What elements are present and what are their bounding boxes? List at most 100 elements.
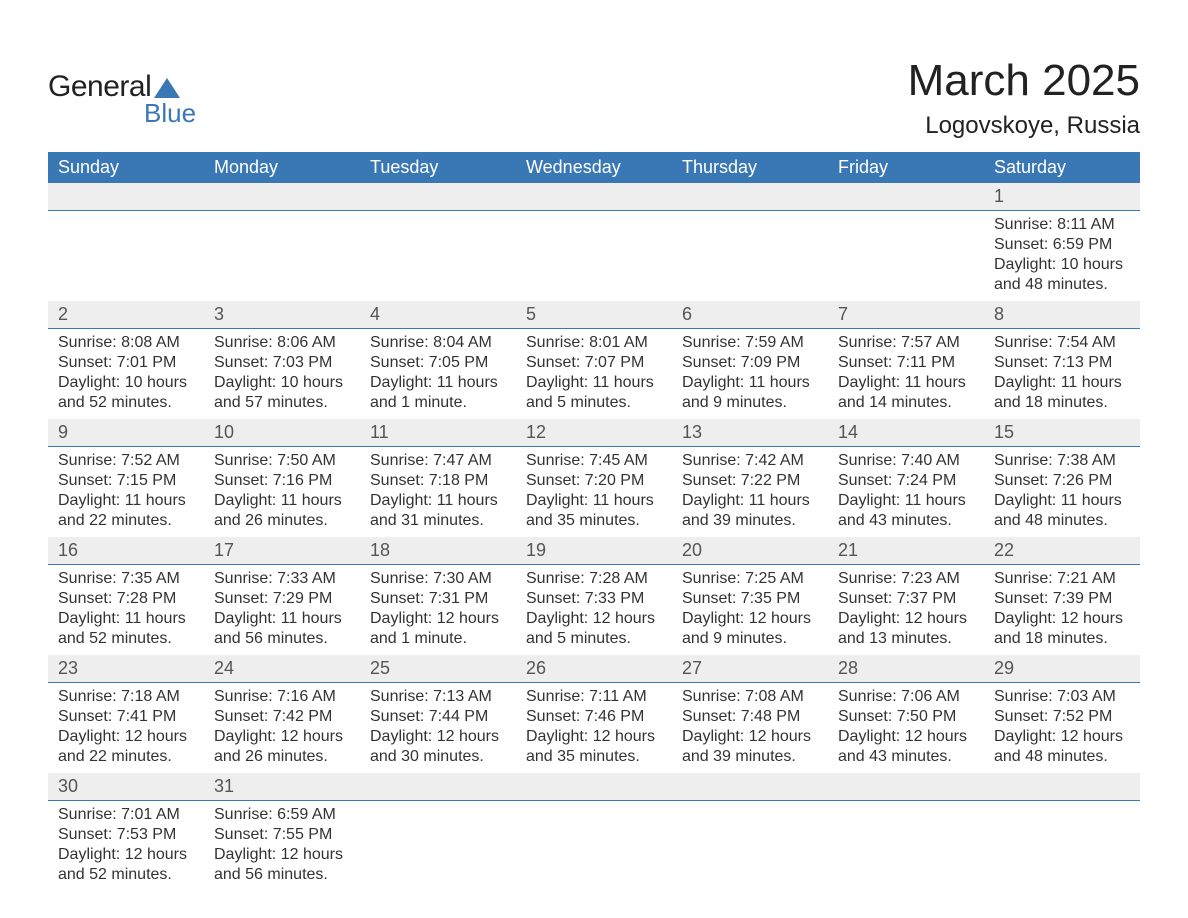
sunrise-text: Sunrise: 8:06 AM (214, 333, 350, 353)
daylight-text: Daylight: 11 hours and 56 minutes. (214, 609, 350, 649)
day-number-cell: 28 (828, 655, 984, 683)
day-number-row: 16171819202122 (48, 537, 1140, 565)
day-data-cell: Sunrise: 7:03 AMSunset: 7:52 PMDaylight:… (984, 683, 1140, 774)
daylight-text: Daylight: 10 hours and 57 minutes. (214, 373, 350, 413)
sunset-text: Sunset: 7:46 PM (526, 707, 662, 727)
weekday-header: Thursday (672, 152, 828, 183)
sunset-text: Sunset: 7:28 PM (58, 589, 194, 609)
weekday-header: Friday (828, 152, 984, 183)
location: Logovskoye, Russia (908, 112, 1140, 140)
daylight-text: Daylight: 12 hours and 48 minutes. (994, 727, 1130, 767)
day-data-cell: Sunrise: 8:11 AMSunset: 6:59 PMDaylight:… (984, 211, 1140, 302)
sunset-text: Sunset: 7:31 PM (370, 589, 506, 609)
day-data-cell: Sunrise: 7:08 AMSunset: 7:48 PMDaylight:… (672, 683, 828, 774)
logo: General Blue (48, 50, 196, 129)
sunrise-text: Sunrise: 7:21 AM (994, 569, 1130, 589)
day-data-row: Sunrise: 7:18 AMSunset: 7:41 PMDaylight:… (48, 683, 1140, 774)
daylight-text: Daylight: 12 hours and 52 minutes. (58, 845, 194, 885)
day-number-cell: 22 (984, 537, 1140, 565)
day-data-cell (204, 211, 360, 302)
daylight-text: Daylight: 11 hours and 1 minute. (370, 373, 506, 413)
sunset-text: Sunset: 7:05 PM (370, 353, 506, 373)
sunrise-text: Sunrise: 7:50 AM (214, 451, 350, 471)
sunset-text: Sunset: 7:22 PM (682, 471, 818, 491)
logo-text-general: General (48, 70, 151, 104)
day-number-cell: 29 (984, 655, 1140, 683)
day-data-row: Sunrise: 7:35 AMSunset: 7:28 PMDaylight:… (48, 565, 1140, 656)
day-number-cell: 9 (48, 419, 204, 447)
day-data-cell: Sunrise: 7:18 AMSunset: 7:41 PMDaylight:… (48, 683, 204, 774)
sunset-text: Sunset: 7:37 PM (838, 589, 974, 609)
day-data-cell: Sunrise: 7:50 AMSunset: 7:16 PMDaylight:… (204, 447, 360, 538)
day-number-row: 1 (48, 183, 1140, 211)
sunrise-text: Sunrise: 7:40 AM (838, 451, 974, 471)
sunrise-text: Sunrise: 7:47 AM (370, 451, 506, 471)
sunrise-text: Sunrise: 7:11 AM (526, 687, 662, 707)
daylight-text: Daylight: 12 hours and 35 minutes. (526, 727, 662, 767)
day-number-cell: 1 (984, 183, 1140, 211)
day-data-cell: Sunrise: 7:06 AMSunset: 7:50 PMDaylight:… (828, 683, 984, 774)
sunrise-text: Sunrise: 7:23 AM (838, 569, 974, 589)
logo-text-blue: Blue (144, 98, 196, 129)
day-data-cell: Sunrise: 7:54 AMSunset: 7:13 PMDaylight:… (984, 329, 1140, 420)
header-row: General Blue March 2025 Logovskoye, Russ… (48, 50, 1140, 140)
day-number-cell: 16 (48, 537, 204, 565)
sunset-text: Sunset: 7:29 PM (214, 589, 350, 609)
day-data-cell: Sunrise: 7:13 AMSunset: 7:44 PMDaylight:… (360, 683, 516, 774)
day-number-cell: 11 (360, 419, 516, 447)
daylight-text: Daylight: 11 hours and 5 minutes. (526, 373, 662, 413)
sunrise-text: Sunrise: 7:38 AM (994, 451, 1130, 471)
sunset-text: Sunset: 7:33 PM (526, 589, 662, 609)
day-number-cell: 19 (516, 537, 672, 565)
day-data-cell (516, 801, 672, 892)
day-data-cell: Sunrise: 6:59 AMSunset: 7:55 PMDaylight:… (204, 801, 360, 892)
sunrise-text: Sunrise: 7:28 AM (526, 569, 662, 589)
day-data-cell: Sunrise: 7:30 AMSunset: 7:31 PMDaylight:… (360, 565, 516, 656)
calendar-page: General Blue March 2025 Logovskoye, Russ… (0, 0, 1188, 891)
calendar-head: Sunday Monday Tuesday Wednesday Thursday… (48, 152, 1140, 183)
day-number-cell: 4 (360, 301, 516, 329)
day-data-cell: Sunrise: 7:11 AMSunset: 7:46 PMDaylight:… (516, 683, 672, 774)
sunrise-text: Sunrise: 7:45 AM (526, 451, 662, 471)
sunrise-text: Sunrise: 8:01 AM (526, 333, 662, 353)
day-number-cell (984, 773, 1140, 801)
sunset-text: Sunset: 7:55 PM (214, 825, 350, 845)
day-number-cell: 31 (204, 773, 360, 801)
day-number-cell: 5 (516, 301, 672, 329)
day-data-cell: Sunrise: 7:01 AMSunset: 7:53 PMDaylight:… (48, 801, 204, 892)
day-number-cell: 10 (204, 419, 360, 447)
calendar-table: Sunday Monday Tuesday Wednesday Thursday… (48, 152, 1140, 891)
day-data-cell: Sunrise: 7:47 AMSunset: 7:18 PMDaylight:… (360, 447, 516, 538)
day-number-cell: 23 (48, 655, 204, 683)
sunset-text: Sunset: 7:03 PM (214, 353, 350, 373)
daylight-text: Daylight: 11 hours and 31 minutes. (370, 491, 506, 531)
sunset-text: Sunset: 7:41 PM (58, 707, 194, 727)
day-number-cell: 20 (672, 537, 828, 565)
daylight-text: Daylight: 12 hours and 22 minutes. (58, 727, 194, 767)
day-data-cell: Sunrise: 7:40 AMSunset: 7:24 PMDaylight:… (828, 447, 984, 538)
daylight-text: Daylight: 11 hours and 18 minutes. (994, 373, 1130, 413)
daylight-text: Daylight: 12 hours and 18 minutes. (994, 609, 1130, 649)
day-data-cell: Sunrise: 7:38 AMSunset: 7:26 PMDaylight:… (984, 447, 1140, 538)
day-data-cell: Sunrise: 7:25 AMSunset: 7:35 PMDaylight:… (672, 565, 828, 656)
day-number-cell (672, 773, 828, 801)
sunrise-text: Sunrise: 7:54 AM (994, 333, 1130, 353)
daylight-text: Daylight: 12 hours and 13 minutes. (838, 609, 974, 649)
sunrise-text: Sunrise: 7:25 AM (682, 569, 818, 589)
daylight-text: Daylight: 12 hours and 5 minutes. (526, 609, 662, 649)
day-data-cell: Sunrise: 8:01 AMSunset: 7:07 PMDaylight:… (516, 329, 672, 420)
day-data-cell: Sunrise: 7:28 AMSunset: 7:33 PMDaylight:… (516, 565, 672, 656)
sail-icon (154, 78, 180, 98)
sunrise-text: Sunrise: 7:06 AM (838, 687, 974, 707)
sunrise-text: Sunrise: 8:08 AM (58, 333, 194, 353)
day-number-row: 23242526272829 (48, 655, 1140, 683)
sunset-text: Sunset: 7:53 PM (58, 825, 194, 845)
day-number-cell: 26 (516, 655, 672, 683)
day-data-cell: Sunrise: 7:35 AMSunset: 7:28 PMDaylight:… (48, 565, 204, 656)
daylight-text: Daylight: 11 hours and 43 minutes. (838, 491, 974, 531)
day-data-cell: Sunrise: 7:59 AMSunset: 7:09 PMDaylight:… (672, 329, 828, 420)
sunrise-text: Sunrise: 7:57 AM (838, 333, 974, 353)
sunset-text: Sunset: 7:35 PM (682, 589, 818, 609)
day-data-cell: Sunrise: 8:06 AMSunset: 7:03 PMDaylight:… (204, 329, 360, 420)
daylight-text: Daylight: 11 hours and 9 minutes. (682, 373, 818, 413)
